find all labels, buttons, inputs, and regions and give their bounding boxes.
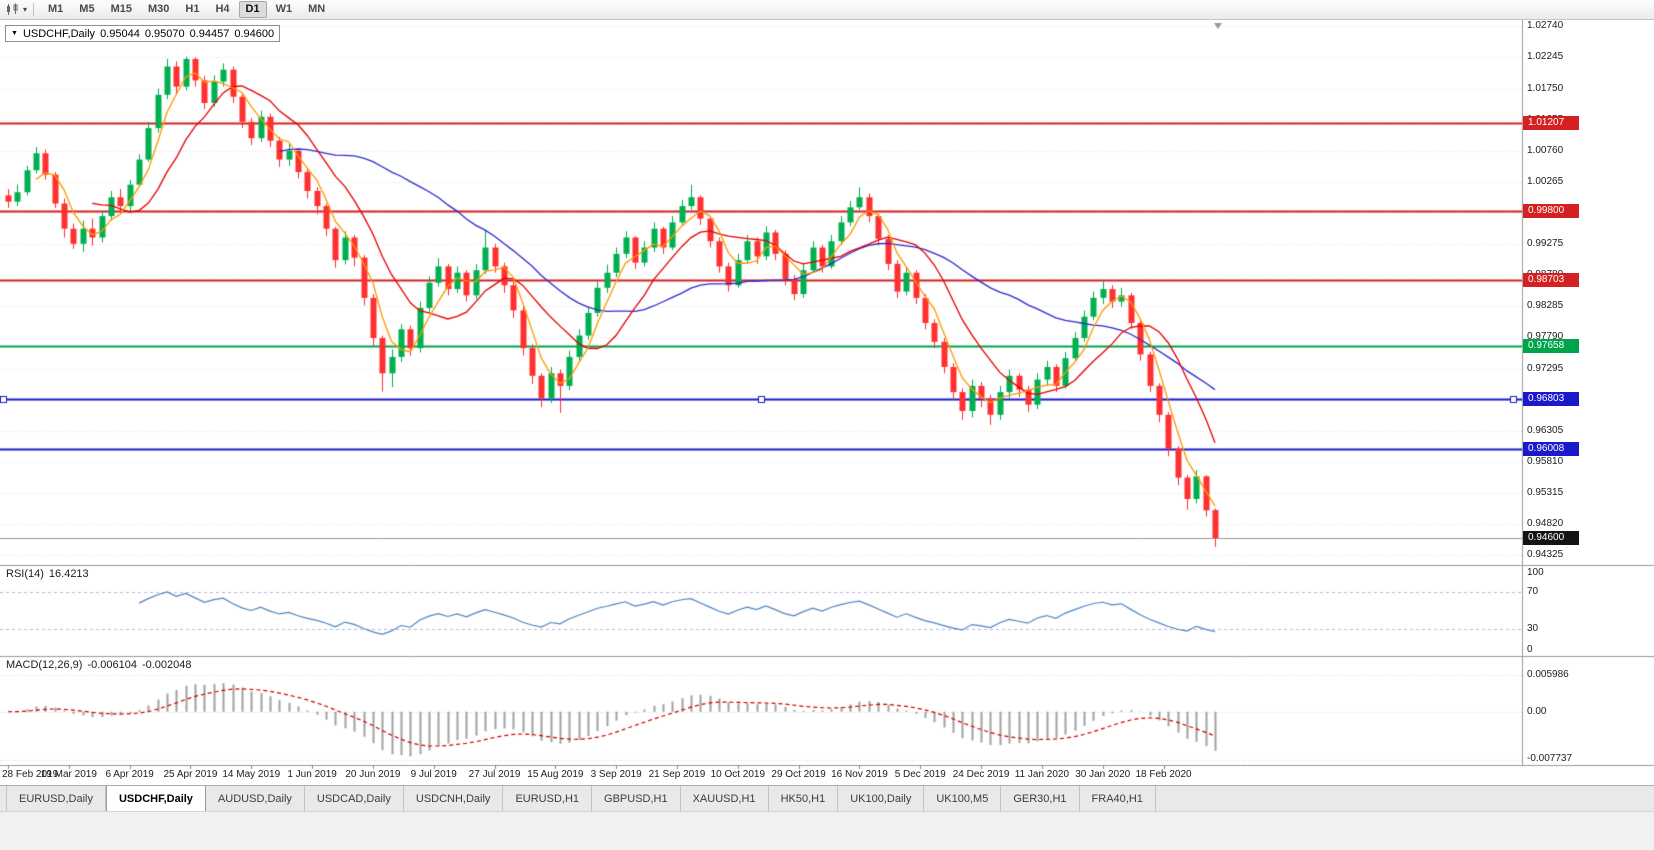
ohlc-open: 0.95044 bbox=[100, 27, 140, 40]
date-label: 27 Jul 2019 bbox=[468, 769, 521, 780]
price-axis-tick: 1.01750 bbox=[1527, 82, 1564, 94]
date-label: 14 May 2019 bbox=[222, 769, 281, 780]
price-chart-canvas[interactable] bbox=[0, 20, 1654, 785]
date-label: 29 Oct 2019 bbox=[771, 769, 826, 780]
current-price-badge: 0.94600 bbox=[1523, 530, 1579, 545]
chart-type-dropdown-caret-icon[interactable]: ▾ bbox=[23, 5, 28, 14]
chart-symbol-label: USDCHF,Daily bbox=[22, 27, 96, 40]
macd-axis-label: 0.00 bbox=[1527, 705, 1547, 717]
macd-axis-label: 0.005986 bbox=[1527, 668, 1569, 680]
timeframe-m5-button[interactable]: M5 bbox=[79, 3, 95, 15]
date-label: 10 Oct 2019 bbox=[710, 769, 766, 780]
tab-uk100-daily[interactable]: UK100,Daily bbox=[838, 786, 925, 811]
tab-fra40-h1[interactable]: FRA40,H1 bbox=[1080, 786, 1156, 811]
candlestick-glyph bbox=[7, 3, 18, 15]
date-label: 5 Dec 2019 bbox=[894, 769, 946, 780]
tab-usdchf-daily[interactable]: USDCHF,Daily bbox=[105, 786, 206, 811]
date-label: 21 Sep 2019 bbox=[648, 769, 706, 780]
price-axis-tick: 0.97295 bbox=[1527, 362, 1564, 374]
tab-ger30-h1[interactable]: GER30,H1 bbox=[1001, 786, 1080, 811]
date-label: 1 Jun 2019 bbox=[287, 769, 337, 780]
rsi-axis-label: 0 bbox=[1527, 644, 1533, 655]
price-axis-tick: 1.00760 bbox=[1527, 144, 1564, 156]
chart-title-box: ▼ USDCHF,Daily 0.95044 0.95070 0.94457 0… bbox=[5, 25, 281, 42]
tab-audusd-daily[interactable]: AUDUSD,Daily bbox=[206, 786, 305, 811]
price-axis-tick: 1.02740 bbox=[1527, 20, 1564, 32]
timeframe-m30-button[interactable]: M30 bbox=[147, 3, 170, 15]
tab-uk100-m5[interactable]: UK100,M5 bbox=[924, 786, 1002, 811]
ohlc-high: 0.95070 bbox=[144, 27, 185, 40]
price-level-badge[interactable]: 0.98703 bbox=[1523, 273, 1579, 288]
date-label: 3 Sep 2019 bbox=[590, 769, 642, 780]
rsi-axis-label: 100 bbox=[1527, 567, 1544, 578]
timeframe-d1-button[interactable]: D1 bbox=[238, 1, 267, 18]
macd-indicator-label: MACD(12,26,9) -0.006104 -0.002048 bbox=[6, 659, 192, 671]
macd-axis-label: -0.007737 bbox=[1527, 753, 1573, 764]
date-label: 30 Jan 2020 bbox=[1075, 769, 1131, 780]
timeframe-m15-button[interactable]: M15 bbox=[110, 3, 132, 15]
date-label: 9 Jul 2019 bbox=[410, 769, 457, 780]
macd-name: MACD(12,26,9) bbox=[6, 659, 83, 671]
rsi-name: RSI(14) bbox=[6, 568, 44, 580]
date-label: 28 Feb 2019 bbox=[2, 769, 59, 780]
price-axis-tick: 0.95315 bbox=[1527, 487, 1564, 499]
tab-usdcnh-daily[interactable]: USDCNH,Daily bbox=[404, 786, 504, 811]
timeframe-m1-button[interactable]: M1 bbox=[48, 3, 64, 15]
collapse-triangle-icon[interactable]: ▼ bbox=[11, 30, 18, 37]
date-label: 11 Jan 2020 bbox=[1014, 769, 1070, 780]
rsi-axis-label: 70 bbox=[1527, 586, 1539, 598]
date-label: 6 Apr 2019 bbox=[105, 769, 154, 780]
macd-main-value: -0.006104 bbox=[87, 659, 137, 671]
date-label: 15 Aug 2019 bbox=[527, 769, 584, 780]
rsi-axis-label: 30 bbox=[1527, 622, 1539, 634]
date-label: 20 Jun 2019 bbox=[345, 769, 401, 780]
ohlc-low: 0.94457 bbox=[189, 27, 230, 40]
price-axis-tick: 0.94820 bbox=[1527, 518, 1564, 530]
timeframe-h4-button[interactable]: H4 bbox=[215, 3, 230, 15]
chart-type-icon[interactable] bbox=[5, 3, 21, 16]
timeframe-toolbar: ▾ M1 M5 M15 M30 H1 H4 D1 W1 MN bbox=[0, 0, 1654, 20]
date-label: 19 Mar 2019 bbox=[40, 769, 97, 780]
price-level-badge[interactable]: 0.96008 bbox=[1523, 442, 1579, 457]
timeframe-h1-button[interactable]: H1 bbox=[185, 3, 200, 15]
price-level-badge[interactable]: 0.99800 bbox=[1523, 204, 1579, 219]
tab-gbpusd-h1[interactable]: GBPUSD,H1 bbox=[592, 786, 681, 811]
price-level-badge[interactable]: 0.96803 bbox=[1523, 392, 1579, 407]
price-axis-tick: 0.94325 bbox=[1527, 549, 1564, 561]
timeframe-buttons-group: M1 M5 M15 M30 H1 H4 D1 W1 MN bbox=[40, 1, 333, 18]
price-axis-tick: 1.02245 bbox=[1527, 51, 1564, 63]
date-label: 16 Nov 2019 bbox=[831, 769, 888, 780]
tab-eurusd-daily[interactable]: EURUSD,Daily bbox=[6, 786, 106, 811]
date-label: 18 Feb 2020 bbox=[1135, 769, 1192, 780]
toolbar-separator bbox=[33, 3, 35, 16]
ohlc-close: 0.94600 bbox=[234, 27, 275, 40]
macd-signal-value: -0.002048 bbox=[141, 659, 192, 671]
tab-usdcad-daily[interactable]: USDCAD,Daily bbox=[305, 786, 404, 811]
date-label: 24 Dec 2019 bbox=[952, 769, 1010, 780]
chart-tabs-bar: EURUSD,Daily USDCHF,Daily AUDUSD,Daily USDC… bbox=[0, 785, 1654, 811]
status-bar bbox=[0, 811, 1654, 850]
date-label: 25 Apr 2019 bbox=[163, 769, 218, 780]
price-axis-tick: 1.00265 bbox=[1527, 175, 1564, 187]
price-axis-tick: 0.95810 bbox=[1527, 455, 1564, 467]
price-axis-tick: 0.98285 bbox=[1527, 300, 1564, 312]
timeframe-mn-button[interactable]: MN bbox=[308, 3, 326, 15]
tab-xauusd-h1[interactable]: XAUUSD,H1 bbox=[681, 786, 769, 811]
price-level-badge[interactable]: 0.97658 bbox=[1523, 338, 1579, 353]
price-level-badge[interactable]: 1.01207 bbox=[1523, 115, 1579, 130]
rsi-indicator-label: RSI(14) 16.4213 bbox=[6, 568, 89, 580]
price-axis-tick: 0.99275 bbox=[1527, 238, 1564, 250]
tab-hk50-h1[interactable]: HK50,H1 bbox=[769, 786, 839, 811]
price-axis-tick: 0.97790 bbox=[1527, 331, 1564, 343]
tab-eurusd-h1[interactable]: EURUSD,H1 bbox=[503, 786, 593, 811]
timeframe-w1-button[interactable]: W1 bbox=[275, 3, 293, 15]
price-axis-tick: 0.96305 bbox=[1527, 424, 1564, 436]
rsi-value: 16.4213 bbox=[48, 568, 89, 580]
